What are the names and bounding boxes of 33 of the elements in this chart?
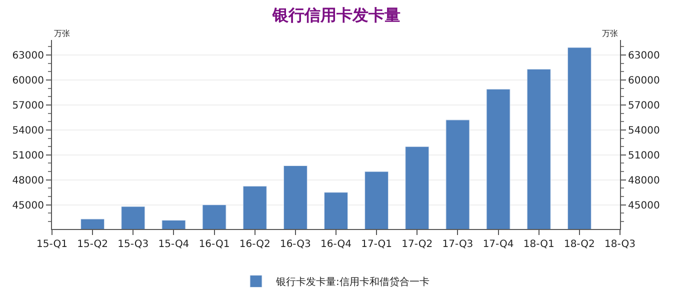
x-tick-label: 16-Q1: [198, 239, 230, 250]
x-tick-label: 16-Q2: [239, 239, 270, 250]
y2-tick-label: 51000: [628, 150, 660, 162]
y2-axis-title: 万张: [602, 29, 618, 38]
y-tick-label: 57000: [12, 100, 44, 112]
x-tick-label: 18-Q1: [523, 239, 554, 250]
y2-tick-label: 54000: [628, 125, 660, 136]
x-tick-label: 15-Q4: [158, 239, 190, 250]
y-axis-title: 万张: [54, 29, 70, 38]
x-tick-label: 17-Q2: [402, 239, 433, 250]
x-tick-label: 18-Q2: [564, 239, 595, 250]
x-tick-label: 17-Q4: [482, 239, 514, 250]
x-tick-label: 18-Q3: [604, 239, 636, 250]
y2-tick-label: 57000: [628, 100, 660, 112]
y-tick-label: 54000: [12, 125, 44, 136]
y2-tick-label: 60000: [628, 75, 660, 86]
chart-title: 银行信用卡发卡量: [272, 5, 400, 24]
y-tick-label: 60000: [12, 75, 44, 86]
y-tick-label: 63000: [12, 50, 44, 62]
x-tick-label: 16-Q4: [320, 239, 352, 250]
y2-tick-label: 48000: [628, 175, 660, 186]
y2-tick-label: 45000: [628, 200, 660, 212]
x-tick-label: 17-Q1: [361, 239, 392, 250]
legend-label: 银行卡发卡量:信用卡和借贷合一卡: [275, 276, 430, 288]
x-tick-label: 15-Q3: [118, 239, 149, 250]
x-tick-label: 16-Q3: [280, 239, 311, 250]
x-tick-label: 15-Q1: [36, 239, 68, 250]
x-tick-label: 17-Q3: [442, 239, 474, 250]
y-tick-label: 48000: [12, 175, 44, 186]
y-tick-label: 45000: [12, 200, 44, 212]
y-tick-label: 51000: [12, 150, 44, 162]
y2-tick-label: 63000: [628, 50, 660, 62]
x-tick-label: 15-Q2: [77, 239, 108, 250]
